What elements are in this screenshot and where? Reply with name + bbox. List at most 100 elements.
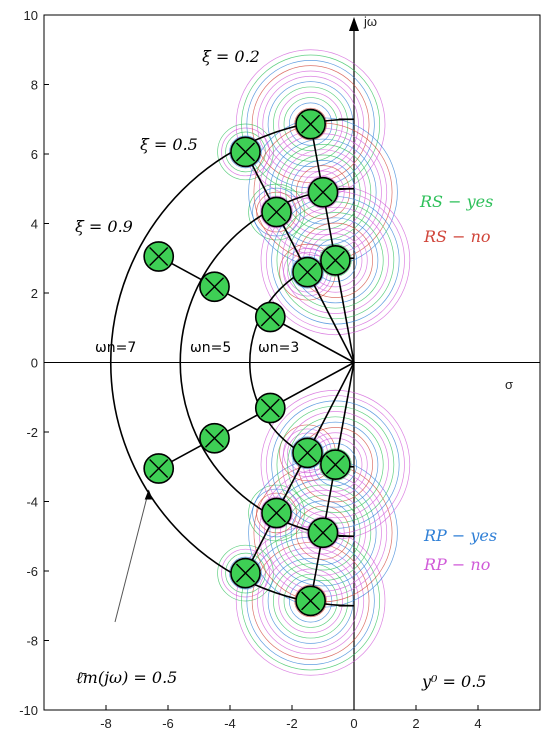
pole-cross	[297, 262, 318, 282]
rp-yes-label: RP − yes	[423, 526, 497, 545]
uncertainty-circle	[283, 97, 338, 152]
uncertainty-circle	[278, 568, 343, 634]
x-tick-label: 0	[350, 716, 357, 731]
uncertainty-circle	[306, 516, 340, 550]
uncertainty-circle	[296, 165, 350, 220]
y-tick-label: 8	[31, 78, 38, 93]
uncertainty-circle	[283, 573, 338, 628]
pole-cross	[266, 202, 287, 222]
uncertainty-circle	[274, 484, 372, 581]
uncertainty-circle	[291, 255, 324, 289]
labels: jω σ ξ = 0.2 ξ = 0.5 ξ = 0.9 ωn=7 ωn=5 ω…	[75, 14, 513, 691]
y-tick-label: 10	[24, 8, 38, 23]
pole-cross	[260, 398, 280, 418]
uncertainty-circle	[229, 556, 262, 590]
pole-cross	[235, 563, 256, 583]
lm-annotation: ℓ̄m(jω) = 0.5	[76, 668, 177, 687]
xi-label-0.9: ξ = 0.9	[75, 217, 133, 236]
pole-cross	[204, 277, 225, 297]
uncertainty-circle	[248, 183, 305, 241]
y-tick-label: -2	[26, 425, 38, 440]
uncertainty-circle	[276, 201, 395, 320]
uncertainty-circle	[276, 405, 395, 524]
y-tick-label: 2	[31, 286, 38, 301]
damping-line	[158, 361, 355, 470]
uncertainty-circle	[290, 159, 356, 225]
uncertainty-circle	[273, 86, 349, 162]
uncertainty-circle	[290, 500, 356, 566]
omega-label-5: ωn=5	[190, 340, 231, 356]
uncertainty-circle	[306, 175, 340, 209]
uncertainty-circle	[292, 421, 379, 508]
uncertainty-circle	[301, 170, 345, 214]
y-tick-label: 0	[31, 356, 38, 371]
pole-cross	[325, 455, 345, 475]
pole-cross	[260, 307, 280, 327]
uncertainty-circle	[262, 75, 359, 173]
rs-no-label: RS − no	[423, 227, 491, 246]
x-tick-label: -8	[100, 716, 112, 731]
y-tick-label: -8	[26, 634, 38, 649]
uncertainty-circle	[248, 484, 305, 542]
uncertainty-circle	[296, 505, 350, 560]
uncertainty-circle	[269, 138, 377, 246]
rs-yes-label: RS − yes	[419, 192, 493, 211]
uncertainty-circle	[281, 411, 389, 519]
uncertainty-circle	[287, 212, 384, 309]
x-axis-label: σ	[505, 377, 513, 392]
damping-line	[158, 255, 355, 364]
uncertainty-circle	[281, 206, 389, 314]
x-tick-label: -2	[286, 716, 298, 731]
damping-line	[309, 362, 355, 601]
pole-cross	[149, 458, 169, 479]
xi-label-0.2: ξ = 0.2	[202, 47, 260, 66]
uncertainty-circle	[274, 144, 372, 241]
y-tick-label: 4	[31, 217, 38, 232]
y-tick-label: -6	[26, 564, 38, 579]
uncertainty-circle	[257, 70, 365, 178]
uncertainty-circle	[221, 548, 270, 598]
uncertainty-circle	[221, 127, 270, 177]
damping-line	[309, 124, 355, 363]
uncertainty-circle	[278, 91, 343, 157]
pole-cross	[235, 142, 256, 162]
rp-no-label: RP − no	[423, 555, 490, 574]
uncertainty-circle	[262, 552, 359, 650]
annotation-arrow-head	[144, 489, 153, 500]
uncertainty-circle	[288, 579, 333, 623]
uncertainty-circle	[269, 479, 377, 587]
x-tick-label: 2	[412, 716, 419, 731]
jw-axis-arrow	[349, 17, 359, 31]
axes-frame: -8 -6 -4 -2 0 2 4 10 8 6 4 2 0 -2 -4 -6 -8 -10	[19, 8, 541, 731]
x-tick-label: 4	[474, 716, 481, 731]
uncertainty-circle	[287, 416, 384, 513]
pole-cross	[297, 443, 318, 463]
uncertainty-circle	[294, 584, 327, 618]
uncertainty-circle	[285, 154, 361, 230]
y-tick-label: -4	[26, 495, 38, 510]
damping-line	[244, 151, 355, 363]
uncertainty-circle	[229, 135, 262, 169]
uncertainty-circle	[288, 102, 333, 146]
y-tick-label: -10	[19, 703, 38, 718]
uncertainty-circle	[301, 511, 345, 555]
pole-cross	[313, 523, 333, 543]
damping-line	[244, 362, 355, 574]
x-tick-label: -4	[224, 716, 236, 731]
uncertainty-circle	[285, 495, 361, 571]
pole-cross	[301, 591, 321, 611]
poles	[143, 108, 351, 617]
y-axis-label: jω	[363, 14, 377, 29]
pole-cross	[313, 182, 333, 202]
pole-cross	[204, 428, 225, 448]
omega-label-7: ωn=7	[95, 340, 136, 356]
omega-label-3: ωn=3	[258, 340, 299, 356]
x-tick-label: -6	[162, 716, 174, 731]
y0-annotation: y⁰ = 0.5	[421, 672, 486, 691]
uncertainty-circle	[257, 547, 365, 655]
uncertainty-circle	[273, 563, 349, 639]
y-tick-label: 6	[31, 147, 38, 162]
uncertainty-circle	[292, 217, 379, 304]
uncertainty-circle	[294, 107, 327, 141]
